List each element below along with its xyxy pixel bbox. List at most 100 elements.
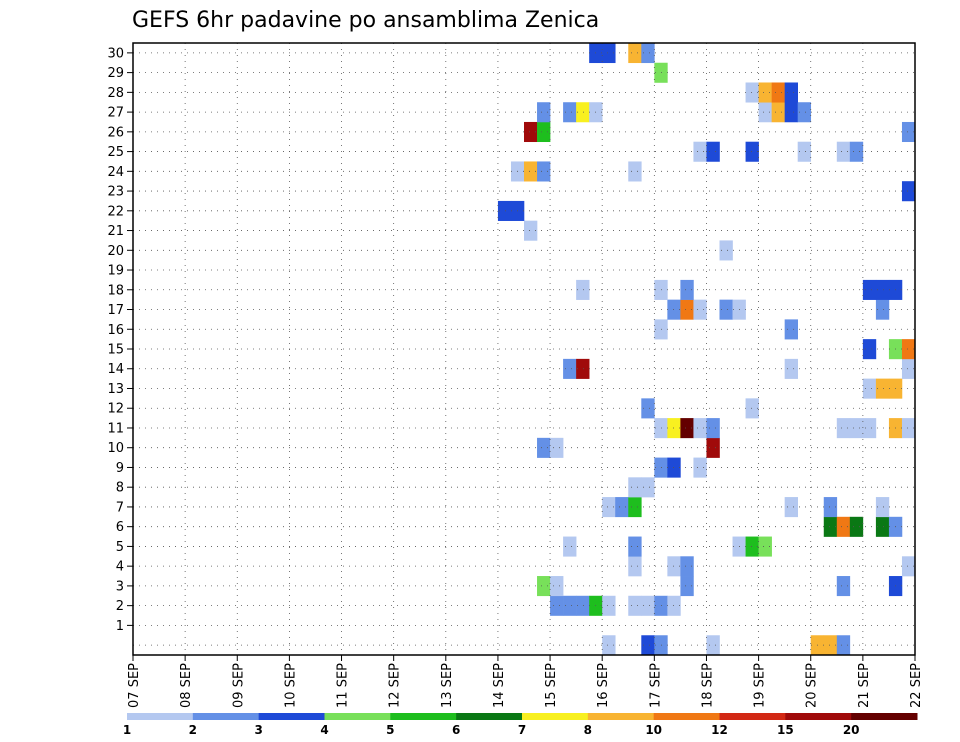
colorbar: 1 2 3 4 5 6 7 8 10 12 15 20: [123, 713, 918, 737]
heatmap-cells: [497, 43, 916, 656]
x-axis: 07 SEP 08 SEP 09 SEP 10 SEP 11 SEP 12 SEP 13 S…: [127, 655, 924, 708]
heatmap-cell: [862, 279, 877, 300]
heatmap-cell: [602, 43, 616, 64]
heatmap-cell: [667, 595, 681, 616]
heatmap-cell: [719, 299, 733, 320]
heatmap-cell: [758, 82, 772, 103]
x-tick-label: 22 SEP: [909, 663, 924, 708]
y-tick-label: 7: [116, 500, 124, 515]
heatmap-cell: [784, 497, 798, 518]
x-tick-label: 19 SEP: [753, 663, 768, 708]
heatmap-cell: [641, 398, 655, 419]
colorbar-label: 6: [452, 723, 460, 737]
heatmap-cell: [680, 279, 694, 300]
heatmap-cell: [628, 161, 642, 182]
heatmap-cell: [563, 102, 577, 123]
heatmap-cell: [628, 536, 642, 557]
heatmap-cell: [719, 240, 733, 261]
heatmap-cell: [836, 635, 851, 656]
heatmap-cell: [524, 161, 538, 182]
heatmap-cell: [693, 299, 707, 320]
colorbar-segment: [587, 713, 655, 720]
heatmap-cell: [537, 161, 551, 182]
y-tick-label: 1: [116, 619, 124, 634]
heatmap-cell: [797, 102, 812, 123]
heatmap-cell: [537, 102, 551, 123]
heatmap-cell: [667, 556, 681, 577]
x-tick-label: 16 SEP: [596, 663, 611, 708]
heatmap-cell: [497, 200, 512, 221]
heatmap-cell: [706, 437, 720, 458]
heatmap-cell: [836, 141, 851, 162]
colorbar-label: 15: [777, 723, 794, 737]
heatmap-cell: [797, 141, 812, 162]
y-tick-label: 24: [107, 165, 124, 180]
y-tick-label: 23: [107, 185, 124, 200]
heatmap-cell: [524, 121, 538, 143]
colorbar-label: 5: [386, 723, 394, 737]
heatmap-cell: [680, 576, 694, 597]
heatmap-cell: [745, 398, 759, 419]
heatmap-cell: [862, 339, 877, 360]
y-tick-label: 28: [107, 86, 124, 101]
heatmap-cell: [680, 299, 694, 320]
heatmap-cell: [563, 358, 577, 379]
heatmap-cell: [784, 102, 798, 123]
y-tick-label: 10: [107, 441, 124, 456]
colorbar-segment: [851, 713, 918, 720]
heatmap-cell: [680, 556, 694, 577]
y-tick-label: 6: [116, 520, 124, 535]
heatmap-cell: [706, 418, 720, 439]
colorbar-segment: [390, 713, 457, 720]
heatmap-cell: [849, 418, 864, 439]
y-tick-label: 8: [116, 481, 124, 496]
y-tick-label: 16: [107, 323, 124, 338]
y-tick-label: 11: [107, 421, 124, 436]
heatmap-cell: [862, 378, 877, 399]
x-tick-label: 18 SEP: [700, 663, 715, 708]
y-tick-label: 5: [116, 540, 124, 555]
heatmap-cell: [628, 43, 642, 64]
heatmap-cell: [875, 378, 890, 399]
x-tick-label: 15 SEP: [544, 663, 559, 708]
y-tick-label: 25: [107, 145, 124, 160]
heatmap-cell: [693, 141, 707, 162]
y-tick-label: 2: [116, 599, 124, 614]
heatmap-cell: [628, 477, 642, 498]
heatmap-cell: [628, 497, 642, 518]
heatmap-cell: [628, 556, 642, 577]
heatmap-cell: [901, 556, 916, 577]
heatmap-cell: [875, 279, 890, 300]
y-tick-label: 29: [107, 66, 124, 81]
colorbar-segment: [785, 713, 852, 720]
heatmap-cell: [901, 121, 916, 143]
heatmap-cell: [745, 82, 759, 103]
heatmap-cell: [537, 576, 551, 597]
y-tick-label: 17: [107, 303, 124, 318]
heatmap-cell: [758, 536, 772, 557]
heatmap-cell: [602, 595, 616, 616]
y-tick-label: 15: [107, 343, 124, 358]
colorbar-label: 20: [843, 723, 860, 737]
colorbar-label: 10: [645, 723, 662, 737]
heatmap-cell: [537, 121, 551, 143]
x-tick-label: 09 SEP: [231, 663, 246, 708]
colorbar-label: 2: [189, 723, 197, 737]
x-tick-label: 20 SEP: [805, 663, 820, 708]
y-axis: 1234567891011121314151617181920212223242…: [107, 46, 133, 634]
heatmap-cell: [784, 82, 798, 103]
x-tick-label: 12 SEP: [388, 663, 403, 708]
heatmap-cell: [524, 220, 538, 241]
heatmap-cell: [771, 82, 785, 103]
heatmap-cell: [667, 418, 681, 439]
y-tick-label: 14: [107, 362, 124, 377]
heatmap-cell: [693, 418, 707, 439]
heatmap-cell: [758, 102, 772, 123]
colorbar-label: 4: [320, 723, 328, 737]
colorbar-label: 3: [254, 723, 262, 737]
heatmap-cell: [641, 43, 655, 64]
heatmap-cell: [667, 299, 681, 320]
x-tick-label: 11 SEP: [336, 663, 351, 708]
y-tick-label: 26: [107, 125, 124, 140]
